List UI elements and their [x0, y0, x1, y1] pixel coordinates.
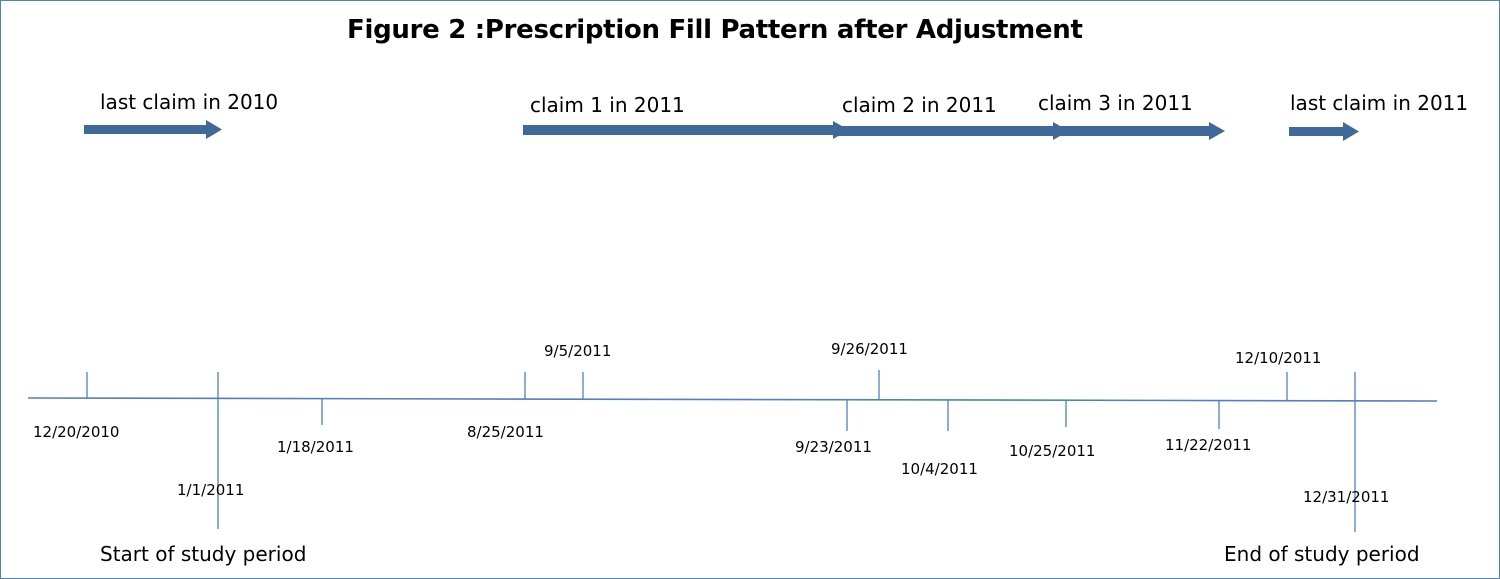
timeline-axis [27, 397, 1438, 402]
date-10-25-2011: 10/25/2011 [1009, 442, 1096, 460]
date-9-23-2011: 9/23/2011 [795, 438, 872, 456]
date-1-18-2011: 1/18/2011 [277, 438, 354, 456]
label-claim-3-2011: claim 3 in 2011 [1038, 91, 1193, 115]
arrow-last-claim-2011 [1289, 122, 1359, 141]
date-9-26-2011: 9/26/2011 [831, 340, 908, 358]
label-last-claim-2011: last claim in 2011 [1290, 91, 1469, 115]
arrow-claim-3-2011 [1059, 122, 1225, 140]
date-8-25-2011: 8/25/2011 [467, 423, 544, 441]
figure-title: Figure 2 :Prescription Fill Pattern afte… [347, 15, 1083, 45]
date-10-4-2011: 10/4/2011 [901, 460, 978, 478]
arrow-claim-1-2011 [523, 121, 849, 139]
arrow-claim-2-2011 [837, 122, 1069, 140]
label-last-claim-2010: last claim in 2010 [100, 90, 279, 114]
date-12-10-2011: 12/10/2011 [1235, 349, 1322, 367]
caption-end-of-study: End of study period [1224, 542, 1420, 566]
date-12-20-2010: 12/20/2010 [33, 423, 120, 441]
label-claim-2-2011: claim 2 in 2011 [842, 93, 997, 117]
label-claim-1-2011: claim 1 in 2011 [530, 93, 685, 117]
caption-start-of-study: Start of study period [100, 542, 307, 566]
arrow-last-claim-2010 [84, 120, 222, 139]
date-12-31-2011: 12/31/2011 [1303, 488, 1390, 506]
date-11-22-2011: 11/22/2011 [1165, 436, 1252, 454]
date-1-1-2011: 1/1/2011 [177, 481, 245, 499]
date-9-5-2011: 9/5/2011 [544, 342, 612, 360]
